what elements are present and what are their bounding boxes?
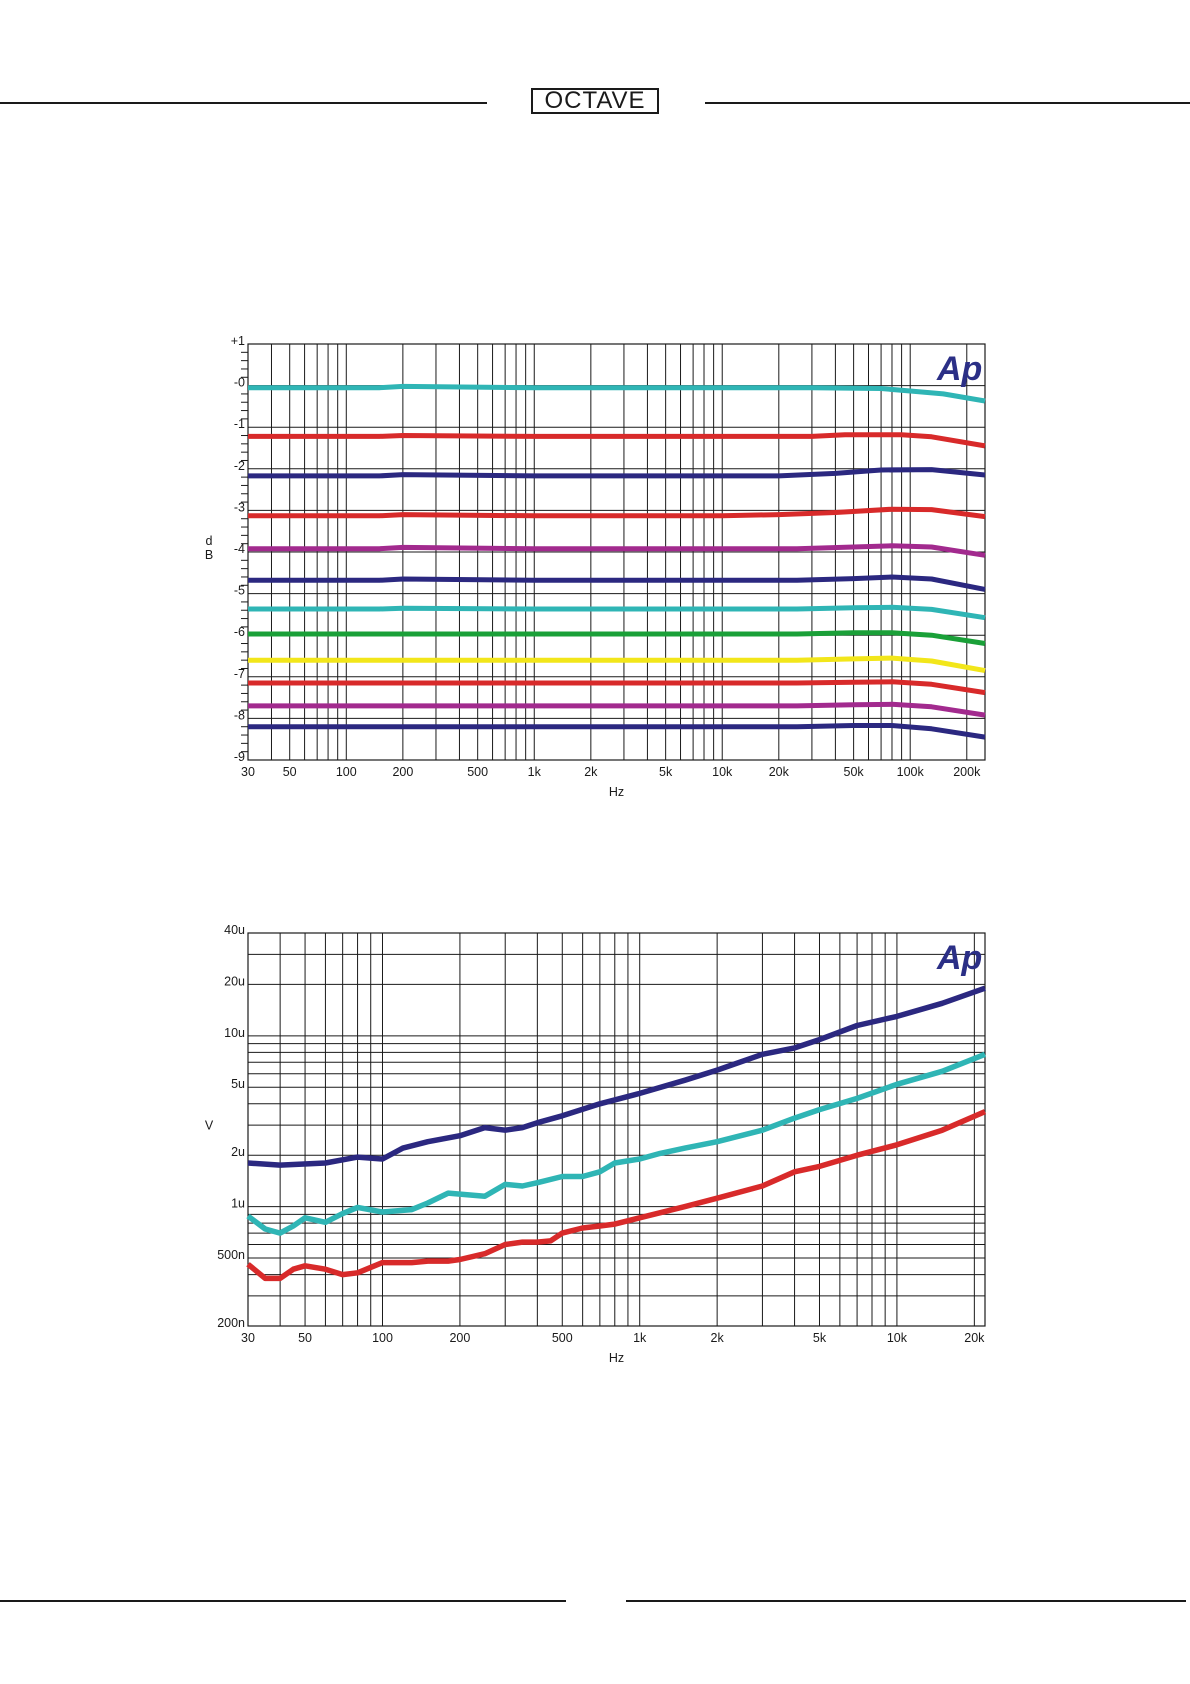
header-rule-right [705,102,1190,104]
y-tick-label: 2u [231,1145,245,1159]
series-group [248,383,986,740]
octave-logo-text: OCTAVE [544,87,646,114]
frequency-response-chart: 30 50 100 200 500 1k 2k 5k 10k 20k 50k 100k 200k +1 -0… [205,334,986,799]
x-tick-label: 100k [897,765,925,779]
y-tick-label: -2 [234,459,245,473]
x-tick-label: 20k [964,1331,985,1345]
series-line-trace-cyan [246,1051,987,1236]
series-line-trace-12 [248,723,986,740]
x-tick-label: 30 [241,1331,255,1345]
x-tick-label: 1k [633,1331,647,1345]
x-tick-label: 5k [659,765,673,779]
y-tick-label: -4 [234,542,245,556]
y-tick-label: -6 [234,625,245,639]
x-axis-title: Hz [609,785,624,799]
x-tick-label: 200 [392,765,413,779]
x-tick-label: 100 [336,765,357,779]
series-line-trace-3 [248,467,986,479]
ap-watermark: Ap [936,939,982,977]
series-line-trace-10 [248,679,986,696]
y-axis-title: V [205,1119,214,1133]
y-tick-label: -8 [234,708,245,722]
y-tick-label: -7 [234,667,245,681]
series-line-trace-7 [248,604,986,621]
series-line-trace-4 [248,506,986,520]
octave-logo: OCTAVE [531,88,659,114]
x-tick-label: 30 [241,765,255,779]
x-tick-label: 20k [769,765,790,779]
series-line-trace-navy [247,985,986,1168]
y-tick-label: -3 [234,500,245,514]
y-tick-label: -9 [234,750,245,764]
grid [247,932,985,1327]
y-tick-label: -5 [234,584,245,598]
x-tick-label: 10k [712,765,733,779]
x-tick-label: 200k [953,765,981,779]
y-tick-label: 40u [224,923,245,937]
y-tick-label: 20u [224,974,245,988]
x-axis-title: Hz [609,1351,624,1365]
series-line-trace-2 [248,432,986,449]
x-tick-label: 50 [298,1331,312,1345]
footer-rule-right [626,1600,1186,1602]
series-group [246,985,987,1282]
header-rule-left [0,102,487,104]
x-tick-label: 100 [372,1331,393,1345]
ap-watermark: Ap [936,350,982,388]
series-line-trace-6 [248,574,986,592]
y-tick-label: 5u [231,1077,245,1091]
series-line-trace-11 [248,701,986,718]
y-tick-label: -0 [234,376,245,390]
series-line-trace-1 [248,383,986,404]
x-tick-label: 50k [844,765,865,779]
series-line-trace-red [246,1109,987,1282]
grid [241,343,985,761]
x-tick-label: 50 [283,765,297,779]
y-tick-label: 1u [231,1197,245,1211]
x-tick-label: 200 [449,1331,470,1345]
x-tick-label: 10k [887,1331,908,1345]
footer-rule-left [0,1600,566,1602]
y-tick-label: 10u [224,1026,245,1040]
y-tick-label: 500n [217,1248,245,1262]
x-tick-label: 2k [711,1331,725,1345]
noise-spectrum-chart: 30 50 100 200 500 1k 2k 5k 10k 20k 40u 20u 10u 5u 2u 1u… [205,923,987,1365]
x-tick-label: 500 [467,765,488,779]
series-line-trace-9 [248,655,986,674]
series-line-trace-5 [248,543,986,558]
series-line-trace-8 [248,630,986,646]
x-tick-label: 2k [584,765,598,779]
x-tick-label: 500 [552,1331,573,1345]
x-tick-label: 5k [813,1331,827,1345]
y-tick-label: 200n [217,1316,245,1330]
plot-frame [247,343,986,761]
y-tick-label: -1 [234,417,245,431]
x-tick-label: 1k [528,765,542,779]
plot-frame [247,932,986,1327]
y-tick-label: +1 [231,334,245,348]
